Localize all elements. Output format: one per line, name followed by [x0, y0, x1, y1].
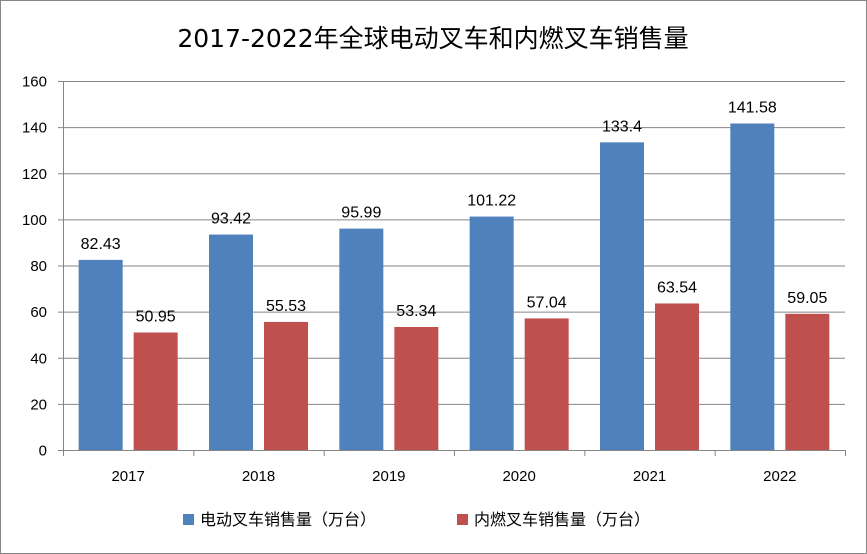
data-label: 59.05: [787, 290, 827, 307]
bars: [78, 123, 830, 450]
bar-series-1-2020: [524, 318, 569, 450]
data-label: 82.43: [81, 236, 121, 253]
bar-series-0-2017: [78, 259, 123, 450]
data-label: 53.34: [396, 303, 436, 320]
x-tick-label: 2019: [372, 468, 405, 485]
data-label: 57.04: [527, 294, 567, 311]
y-tick-label: 80: [30, 258, 47, 275]
chart-title: 2017-2022年全球电动叉车和内燃叉车销售量: [177, 24, 688, 53]
legend-swatch: [183, 514, 194, 525]
data-label: 133.4: [602, 118, 642, 135]
bar-series-1-2021: [655, 303, 699, 450]
bar-series-0-2021: [600, 142, 644, 450]
bar-series-1-2019: [394, 326, 439, 450]
bar-series-0-2022: [730, 123, 775, 450]
y-tick-label: 0: [39, 443, 47, 460]
data-label: 63.54: [657, 279, 697, 296]
data-label: 50.95: [136, 308, 176, 325]
legend-label: 电动叉车销售量（万台）: [200, 510, 376, 529]
bar-series-1-2018: [264, 321, 308, 450]
y-axis-ticks: 0 20 40 60 80 100 120 140 160: [22, 74, 63, 460]
y-tick-label: 140: [22, 120, 47, 137]
legend-swatch: [457, 514, 468, 525]
x-tick-label: 2020: [502, 468, 535, 485]
gridlines: [63, 81, 845, 405]
data-label: 93.42: [211, 211, 251, 228]
data-label: 55.53: [266, 298, 306, 315]
data-label: 95.99: [341, 205, 381, 222]
y-tick-label: 100: [22, 212, 47, 229]
bar-series-0-2020: [469, 216, 514, 450]
x-tick-label: 2017: [111, 468, 144, 485]
y-tick-label: 120: [22, 166, 47, 183]
x-tick-label: 2021: [633, 468, 666, 485]
legend-label: 内燃叉车销售量（万台）: [474, 510, 650, 529]
bar-series-0-2018: [209, 234, 253, 450]
y-tick-label: 160: [22, 74, 47, 91]
bar-series-1-2022: [785, 313, 830, 450]
legend: 电动叉车销售量（万台） 内燃叉车销售量（万台）: [183, 510, 650, 529]
y-tick-label: 20: [30, 396, 47, 413]
y-tick-label: 60: [30, 304, 47, 321]
data-labels: 82.43 50.95 93.42 55.53 95.99 53.34 101.22 57.0…: [81, 99, 828, 325]
x-axis: 2017 2018 2019 2020 2021 2022: [63, 81, 846, 485]
bar-series-1-2017: [133, 332, 178, 450]
x-tick-label: 2022: [763, 468, 796, 485]
y-tick-label: 40: [30, 350, 47, 367]
bar-series-0-2019: [339, 228, 384, 450]
x-tick-label: 2018: [242, 468, 275, 485]
data-label: 101.22: [467, 193, 516, 210]
data-label: 141.58: [728, 99, 777, 116]
